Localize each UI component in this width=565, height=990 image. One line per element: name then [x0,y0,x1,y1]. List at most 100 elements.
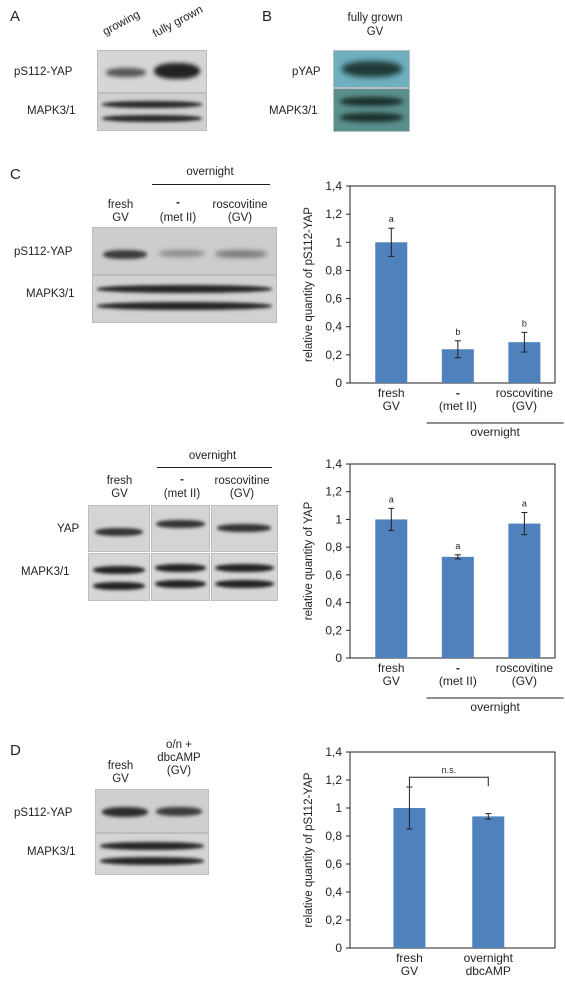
y-tick-label: 0,8 [325,829,342,843]
y-tick-label: 1,2 [325,485,342,499]
column-label-fresh: fresh [107,760,134,772]
y-tick-label: 0 [335,941,342,955]
x-tick-label: fresh [378,661,405,675]
x-tick-label: GV [383,674,400,688]
x-tick-label: roscovitine [496,386,554,400]
x-tick-label: - [456,661,460,675]
bar [375,242,408,383]
y-tick-label: 1,2 [325,207,342,221]
bar [508,523,541,658]
x-tick-label: - [456,386,460,400]
y-tick-label: 0,6 [325,292,342,306]
column-label-gv: GV [112,212,129,224]
significance-letter: a [389,214,394,224]
column-label-roscovitine: roscovitine [214,475,270,487]
column-label-roscovitine: roscovitine [212,199,268,211]
column-label-gv: GV [112,773,129,785]
y-tick-label: 0,2 [325,913,342,927]
y-tick-label: 1,4 [325,745,342,759]
y-tick-label: 1 [335,235,342,249]
plot-frame [349,751,556,949]
column-label-met-ii: (met II) [159,212,197,224]
column-label-gv-2: (GV) [166,765,192,777]
y-tick-label: 0 [335,376,342,390]
column-label-fresh: fresh [107,199,134,211]
y-axis-label: relative quantity of pS112-YAP [303,207,315,362]
blot-c2-mapk31-lane2 [151,553,210,601]
panel-letter-d: D [10,742,21,759]
x-tick-label: (GV) [512,674,537,688]
blot-a-mapk31 [97,93,207,131]
y-tick-label: 0 [335,651,342,665]
blot-b-pyap [333,50,410,88]
y-axis-label: relative quantity of pS112-YAP [303,772,315,927]
y-tick-label: 0,4 [325,885,342,899]
blot-c-mapk31 [92,275,277,323]
column-label-minus: - [180,474,184,486]
row-label-ps112-yap: pS112-YAP [14,246,73,258]
y-tick-label: 1,2 [325,773,342,787]
significance-letter: b [522,318,527,328]
x-tick-label: fresh [378,386,405,400]
y-axis-label: relative quantity of YAP [303,501,315,620]
bar-chart-ps112-yap-c: 0 0,2 0,4 0,6 0,8 1 1,2 1,4 relative quantity of… [303,179,564,439]
group-label-overnight: overnight [188,450,237,462]
row-label-ps112-yap: pS112-YAP [14,66,73,78]
significance-letter: b [455,327,460,337]
y-tick-label: 0,8 [325,263,342,277]
blot-c2-yap-lane2 [151,505,210,552]
column-label-dbcamp: dbcAMP [157,752,201,764]
y-tick-label: 1 [335,801,342,815]
y-tick-label: 0,2 [325,348,342,362]
y-tick-label: 0,6 [325,568,342,582]
x-tick-label: fresh [396,951,423,965]
column-header-gv: GV [366,26,384,38]
panel-letter-b: B [262,8,273,25]
bar [441,556,474,658]
blot-c2-mapk31-lane3 [211,553,278,601]
group-label: overnight [470,425,520,439]
y-tick-label: 0,8 [325,540,342,554]
column-label-gv-2: (GV) [229,488,255,500]
y-tick-label: 1,4 [325,179,342,193]
row-label-mapk31: MAPK3/1 [27,105,76,117]
blot-c2-yap-lane1 [88,505,150,552]
significance-letter: a [389,494,394,504]
x-tick-label: (met II) [439,674,477,688]
x-tick-label: (GV) [512,399,537,413]
bar-chart-yap-c: 0 0,2 0,4 0,6 0,8 1 1,2 1,4 relative quantity of… [303,457,564,714]
y-tick-label: 0,4 [325,596,342,610]
significance-letter: a [455,541,460,551]
column-header-fully-grown: fully grown [347,12,403,24]
row-label-mapk31: MAPK3/1 [269,105,318,117]
column-label-fresh: fresh [106,475,133,487]
bar [472,816,505,948]
group-label: overnight [470,700,520,714]
column-label-gv-2: (GV) [227,212,253,224]
column-label-gv: GV [111,488,128,500]
blot-c2-mapk31-lane1 [88,553,150,601]
y-tick-label: 1 [335,512,342,526]
y-tick-label: 0,6 [325,857,342,871]
x-tick-label: (met II) [439,399,477,413]
y-tick-label: 1,4 [325,457,342,471]
group-label-overnight: overnight [186,166,234,178]
significance-letter: a [522,499,527,509]
group-bracket-line [157,467,272,468]
group-bracket-line [152,184,270,185]
row-label-yap: YAP [57,523,80,535]
row-label-mapk31: MAPK3/1 [21,566,70,578]
x-tick-label: GV [401,964,418,978]
column-label-met-ii: (met II) [163,488,201,500]
x-tick-label: GV [383,399,400,413]
row-label-mapk31: MAPK3/1 [26,288,75,300]
blot-c-ps112-yap [92,227,277,275]
y-tick-label: 0,2 [325,623,342,637]
blot-d-ps112-yap [95,789,209,833]
column-label-fully-grown: fully grown [150,3,206,41]
row-label-ps112-yap: pS112-YAP [14,807,73,819]
row-label-pyap: pYAP [292,66,321,78]
column-label-on-plus: o/n + [166,739,192,751]
x-tick-label: overnight [464,951,514,965]
row-label-mapk31: MAPK3/1 [27,846,76,858]
